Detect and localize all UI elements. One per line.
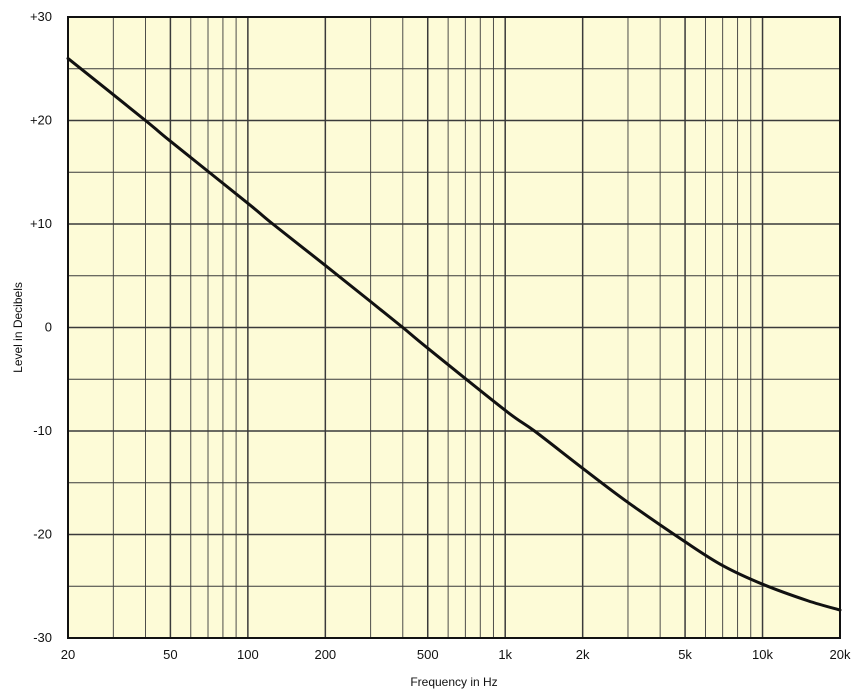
plot-frame [67,16,841,639]
y-tick-labels: +30 +20 +10 0 -10 -20 -30 [30,9,52,645]
series-layer [66,56,842,612]
x-tick-labels: 20 50 100 200 500 1k 2k 5k 10k 20k [61,647,851,662]
grid [68,17,840,638]
x-tick-label: 5k [678,647,692,662]
series-line [66,56,842,612]
x-tick-label: 20 [61,647,75,662]
x-tick-label: 1k [498,647,512,662]
x-tick-label: 200 [314,647,336,662]
y-tick-label: -10 [33,423,52,438]
y-tick-label: +10 [30,216,52,231]
y-tick-label: 0 [45,320,52,335]
x-axis-label: Frequency in Hz [410,675,497,689]
y-tick-label: +20 [30,113,52,128]
x-tick-label: 500 [417,647,439,662]
y-tick-label: +30 [30,9,52,24]
y-tick-label: -30 [33,630,52,645]
x-tick-label: 100 [237,647,259,662]
x-tick-label: 10k [752,647,773,662]
y-tick-label: -20 [33,527,52,542]
x-tick-label: 50 [163,647,177,662]
x-tick-label: 20k [830,647,851,662]
x-tick-label: 2k [576,647,590,662]
y-axis-label: Level in Decibels [11,282,25,373]
